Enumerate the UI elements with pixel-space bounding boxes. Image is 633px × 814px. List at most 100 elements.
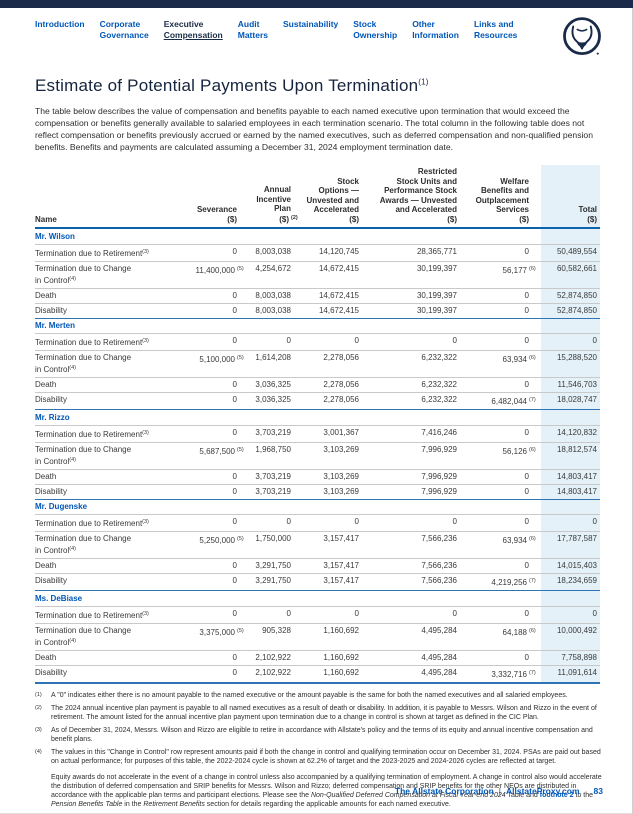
cell-aip: 8,003,038 <box>249 287 303 303</box>
cell-wel: 0 <box>469 649 541 665</box>
column-header-line: Annual <box>263 185 291 194</box>
column-header-line: Welfare <box>500 176 529 186</box>
allstate-logo[interactable] <box>561 15 603 64</box>
nav-item-corporate-governance[interactable]: Corporate Governance <box>100 19 149 41</box>
cell-sev: 0 <box>183 468 249 484</box>
footnote-ref: (4) <box>69 275 76 282</box>
column-header-line: Plan <box>274 204 291 213</box>
cell-wel: 64,188 (6) <box>469 622 541 650</box>
footnote-extra-segment: Retirement Benefits <box>143 800 205 808</box>
footnote-ref: (6) <box>529 627 536 634</box>
cell-total: 14,120,832 <box>541 424 600 442</box>
footnote-ref: (5) <box>237 355 244 361</box>
cell-total: 14,015,403 <box>541 558 600 574</box>
cell-rsu: 30,199,397 <box>371 302 469 318</box>
executive-group-row: Mr. Rizzo <box>35 409 600 425</box>
cell-opt: 3,001,367 <box>303 424 371 442</box>
cell-total: 15,288,520 <box>541 350 600 378</box>
footnote-ref: (4) <box>69 456 76 463</box>
column-header-line: Name <box>35 214 57 224</box>
payment-scenario-row: Death 0 2,102,922 1,160,692 4,495,284 0 7,758,… <box>35 649 600 665</box>
footnote-text: The values in this "Change in Control" r… <box>51 748 601 765</box>
column-header-line: Benefits and <box>480 186 529 195</box>
executive-group-total-spacer <box>541 317 600 334</box>
footnote-ref: (4) <box>69 637 76 644</box>
scenario-label-line: in Control(4) <box>35 546 76 555</box>
cell-opt: 3,157,417 <box>303 531 371 559</box>
nav-item-label: Executive <box>163 19 204 29</box>
footnote-extra-segment: section for details regarding the applic… <box>204 800 451 808</box>
column-unit: ($) <box>349 214 359 224</box>
top-nav: Introduction Corporate Governance Executive… <box>35 17 603 64</box>
cell-sev: 0 <box>183 573 249 591</box>
scenario-label-line: Death <box>35 471 57 481</box>
footnote-ref: (7) <box>529 669 536 676</box>
cell-rsu: 4,495,284 <box>371 664 469 682</box>
footnote-marker: (4) <box>35 748 42 755</box>
cell-wel: 0 <box>469 243 541 261</box>
cell-sev: 0 <box>183 424 249 442</box>
scenario-label: Death <box>35 558 183 574</box>
nav-item-stock-ownership[interactable]: Stock Ownership <box>353 19 397 41</box>
cell-wel: 0 <box>469 605 541 623</box>
cell-total: 60,582,661 <box>541 260 600 288</box>
nav-item-sustainability[interactable]: Sustainability <box>283 19 338 41</box>
footnote-extra-segment: Table and <box>505 791 540 799</box>
nav-item-links-and-resources[interactable]: Links and Resources <box>474 19 517 41</box>
payment-scenario-row: Disability 0 8,003,038 14,672,415 30,199,397… <box>35 302 600 318</box>
cell-rsu: 7,416,246 <box>371 424 469 442</box>
scenario-label: Death <box>35 377 183 393</box>
cell-total: 0 <box>541 514 600 532</box>
footnote-extra-segment: Pension Benefits Table <box>51 800 123 808</box>
column-header-line: Outplacement <box>475 195 529 205</box>
column-header-line: Unvested and <box>306 195 359 205</box>
cell-aip: 8,003,038 <box>249 243 303 261</box>
scenario-label-line: Termination due to Change <box>35 625 132 635</box>
cell-opt: 0 <box>303 514 371 532</box>
page-footer: The Allstate Corporation | AllstateProxy… <box>395 786 603 796</box>
nav-item-other-information[interactable]: Other Information <box>412 19 459 41</box>
cell-opt: 14,672,415 <box>303 287 371 303</box>
nav-item-label: Matters <box>237 30 268 40</box>
payment-scenario-row: Termination due to Retirement(3) 0 0 0 0 0 0 <box>35 514 600 532</box>
nav-item-label: Sustainability <box>282 19 339 29</box>
cell-wel: 3,332,716 (7) <box>469 664 541 682</box>
footnote-ref: (4) <box>69 365 76 371</box>
cell-total: 52,874,850 <box>541 302 600 318</box>
footnote-ref: (4) <box>69 546 76 552</box>
cell-sev: 0 <box>183 514 249 532</box>
cell-wel: 0 <box>469 377 541 393</box>
intro-paragraph: The table below describes the value of c… <box>35 106 593 152</box>
footnote-ref: (5) <box>237 265 244 272</box>
footer-site-link[interactable]: AllstateProxy.com <box>505 786 580 796</box>
nav-item-label: Corporate <box>99 19 141 29</box>
footnote-ref: (3) <box>142 338 149 344</box>
nav-item-label: Information <box>412 30 459 40</box>
footnote-ref: (7) <box>529 578 536 584</box>
column-header-line: Stock Units and <box>396 176 457 186</box>
cell-rsu: 6,232,322 <box>371 392 469 410</box>
cell-aip: 3,291,750 <box>249 573 303 591</box>
cell-total: 0 <box>541 333 600 351</box>
footnote-marker: (1) <box>35 691 42 698</box>
nav-item-executive-compensation[interactable]: Executive Compensation <box>164 19 223 41</box>
scenario-label-line: Termination due to Retirement(3) <box>35 248 149 258</box>
footnote-2-link[interactable]: footnote 2 <box>539 791 574 799</box>
cell-opt: 2,278,056 <box>303 350 371 378</box>
footnote-4: (4) The values in this "Change in Control… <box>35 748 603 766</box>
column-unit: ($) (2) <box>279 214 298 224</box>
cell-aip: 3,703,219 <box>249 424 303 442</box>
column-unit: ($) <box>519 214 529 224</box>
scenario-label-line: Death <box>35 561 57 570</box>
cell-opt: 2,278,056 <box>303 377 371 393</box>
footnotes: (1) A "0" indicates either there is no am… <box>35 691 603 766</box>
cell-opt: 2,278,056 <box>303 392 371 410</box>
cell-rsu: 6,232,322 <box>371 377 469 393</box>
cell-rsu: 28,365,771 <box>371 243 469 261</box>
column-header-line: Incentive <box>256 194 291 204</box>
column-unit: ($) <box>587 214 597 224</box>
scenario-label-line: in Control(4) <box>35 456 76 466</box>
footer-company: The Allstate Corporation <box>394 786 494 796</box>
nav-item-audit-matters[interactable]: Audit Matters <box>238 19 268 41</box>
nav-item-introduction[interactable]: Introduction <box>35 19 85 41</box>
